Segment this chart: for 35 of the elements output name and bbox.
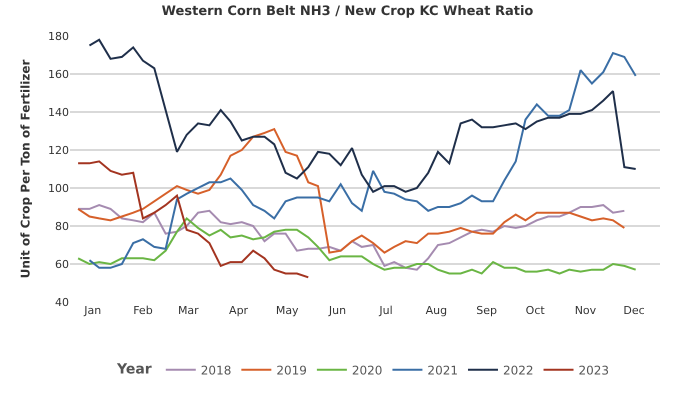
y-tick-label: 160 (48, 68, 69, 81)
chart-title: Western Corn Belt NH3 / New Crop KC Wheat Ratio (162, 4, 534, 20)
legend-label: 2019 (276, 363, 307, 378)
x-tick-label: Jun (328, 304, 346, 317)
y-tick-label: 120 (48, 144, 69, 157)
legend-label: 2023 (578, 363, 610, 378)
line-series (88, 38, 637, 193)
y-tick-label: 80 (55, 220, 69, 233)
legend-label: 2022 (502, 363, 534, 378)
y-tick-label: 40 (55, 296, 69, 309)
x-tick-label: Aug (426, 304, 448, 317)
x-tick-label: Jan (83, 304, 102, 317)
x-tick-label: Feb (133, 304, 153, 317)
line-series (88, 52, 637, 269)
x-tick-label: Sep (476, 304, 497, 317)
y-tick-label: 140 (48, 106, 69, 119)
x-tick-label: Mar (178, 304, 200, 317)
legend-label: 2021 (427, 363, 458, 378)
x-tick-label: Jul (378, 304, 393, 317)
legend-label: 2020 (352, 363, 382, 378)
x-tick-label: Dec (623, 304, 645, 317)
y-tick-label: 60 (55, 258, 69, 271)
x-tick-label: Nov (574, 304, 597, 317)
line-series (77, 160, 310, 278)
legend-title: Year (116, 361, 152, 378)
line-series (77, 128, 626, 254)
y-axis-title: Unit of Crop Per Ton of Fertilizer (18, 60, 32, 278)
x-tick-label: Apr (229, 304, 249, 317)
line-series (77, 204, 626, 271)
x-tick-label: May (276, 304, 300, 317)
line-series (77, 217, 637, 274)
y-tick-label: 100 (48, 182, 69, 195)
x-tick-label: Oct (526, 304, 546, 317)
y-tick-label: 180 (48, 30, 69, 43)
legend-label: 2018 (200, 363, 232, 378)
